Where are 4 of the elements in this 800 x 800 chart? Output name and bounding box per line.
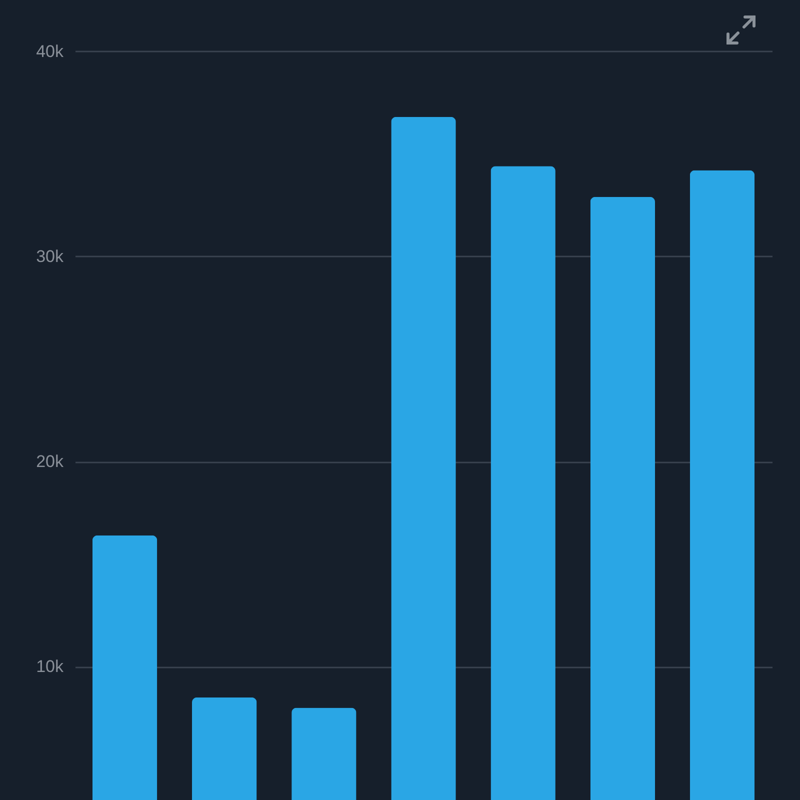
y-tick-label: 10k bbox=[36, 657, 64, 676]
y-tick-label: 30k bbox=[36, 246, 64, 266]
y-tick-label: 40k bbox=[36, 42, 64, 61]
y-tick-label: 20k bbox=[36, 452, 64, 472]
